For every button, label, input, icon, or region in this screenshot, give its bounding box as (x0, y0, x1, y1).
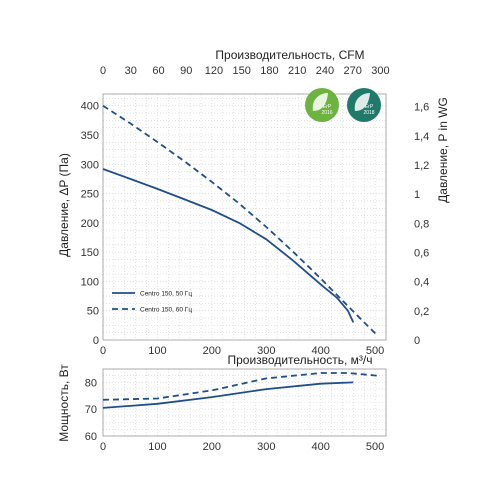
y-tick-label: 0 (93, 335, 99, 347)
top-axis-title: Производительность, CFM (215, 48, 364, 62)
erp-2018-badge: ErP 2018 (347, 88, 381, 122)
x-tick-label: 200 (203, 345, 221, 357)
x-tick-label: 100 (148, 345, 166, 357)
main-chart-series (102, 104, 379, 337)
y-tick-label: 50 (87, 306, 99, 318)
y-right-tick-label: 1,2 (414, 160, 429, 172)
y-tick-label: 100 (81, 276, 99, 288)
right-axis-title: Давление, P in WG (436, 97, 450, 203)
x-top-tick-label: 90 (180, 65, 192, 77)
power-y-tick-label: 80 (85, 377, 97, 389)
y-tick-label: 400 (81, 101, 99, 113)
left-axis-title: Давление, ΔP (Па) (57, 153, 71, 257)
power-x-axis-title: Производительность, м³/ч (228, 353, 373, 367)
x-top-tick-label: 30 (125, 65, 137, 77)
x-tick-label: 500 (366, 345, 384, 357)
x-tick-label: 300 (257, 345, 275, 357)
power-y-tick-label: 70 (85, 404, 97, 416)
x-top-tick-label: 270 (343, 65, 361, 77)
x-top-tick-label: 120 (205, 65, 223, 77)
x-top-tick-label: 210 (288, 65, 306, 77)
main-chart-frame (102, 93, 387, 341)
x-top-tick-label: 240 (316, 65, 334, 77)
series-line-60hz (102, 104, 379, 337)
legend-label-50hz: Centro 150, 50 Гц (140, 291, 192, 298)
x-top-tick-label: 300 (371, 65, 389, 77)
y-tick-label: 250 (81, 189, 99, 201)
y-tick-label: 350 (81, 130, 99, 142)
power-y-axis-title: Мощность, Вт (57, 364, 71, 442)
erp-2016-badge: ErP 2016 (305, 88, 339, 122)
power-series-line-50hz (102, 381, 354, 409)
main-chart-grid (102, 94, 387, 341)
power-x-tick-label: 0 (100, 441, 106, 453)
power-x-tick-label: 400 (312, 441, 330, 453)
y-right-tick-label: 0,2 (414, 306, 429, 318)
power-chart-series (102, 372, 378, 409)
x-top-tick-label: 180 (260, 65, 278, 77)
y-right-tick-label: 0 (414, 335, 420, 347)
power-chart-axes (102, 368, 387, 437)
power-y-tick-label: 60 (85, 431, 97, 443)
erp-2018-line1: ErP (365, 104, 374, 110)
y-right-tick-label: 1,6 (414, 102, 429, 114)
power-x-tick-label: 100 (148, 441, 166, 453)
series-line-50hz (102, 168, 355, 323)
y-right-tick-label: 1,4 (414, 131, 429, 143)
power-x-tick-label: 500 (366, 441, 384, 453)
y-tick-label: 150 (81, 247, 99, 259)
power-series-line-60hz (102, 372, 378, 401)
legend: Centro 150, 50 Гц Centro 150, 60 Гц (112, 291, 192, 314)
y-tick-label: 200 (81, 218, 99, 230)
y-right-tick-label: 0,6 (414, 247, 429, 259)
legend-label-60hz: Centro 150, 60 Гц (140, 307, 192, 314)
power-x-tick-label: 200 (203, 441, 221, 453)
y-right-tick-label: 0,8 (414, 218, 429, 230)
power-chart-grid (102, 368, 387, 437)
y-tick-label: 300 (81, 159, 99, 171)
power-x-tick-label: 300 (257, 441, 275, 453)
power-chart-ticks: 0 100 200 300 400 500 60 70 80 (85, 377, 385, 453)
x-tick-label: 400 (312, 345, 330, 357)
erp-2016-line2: 2016 (321, 110, 332, 116)
y-right-tick-label: 0,4 (414, 277, 429, 289)
x-top-tick-label: 150 (233, 65, 251, 77)
x-top-tick-label: 60 (152, 65, 164, 77)
x-top-tick-label: 0 (100, 65, 106, 77)
x-tick-label: 0 (100, 345, 106, 357)
y-right-tick-label: 1 (414, 189, 420, 201)
erp-2018-line2: 2018 (363, 110, 374, 116)
main-chart-axes (102, 93, 387, 341)
power-chart-frame (102, 368, 387, 437)
erp-2016-line1: ErP (323, 104, 332, 110)
